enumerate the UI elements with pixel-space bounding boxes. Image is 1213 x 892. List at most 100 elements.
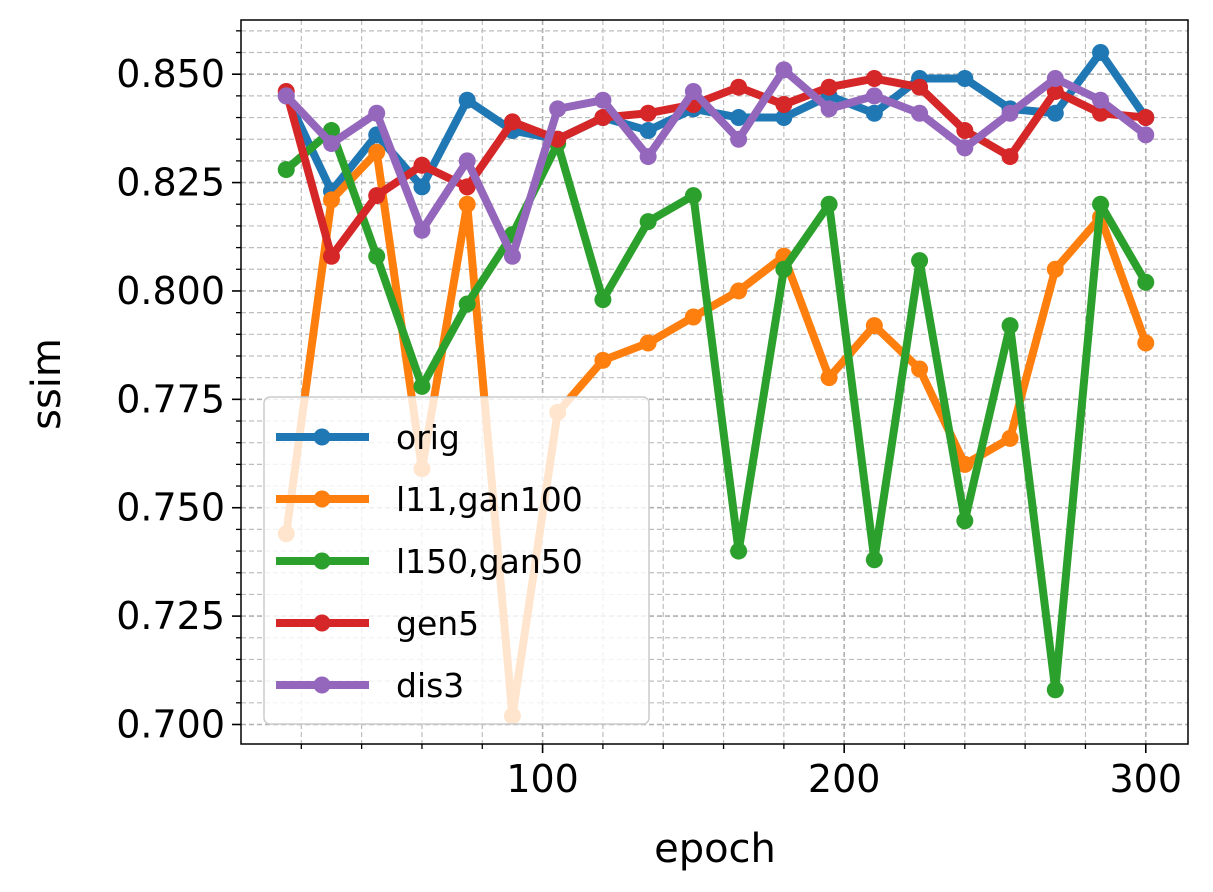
data-point	[368, 143, 386, 161]
legend: orig l11,gan100 l150,gan50 gen5 dis3	[263, 396, 650, 725]
series-line	[282, 65, 1150, 261]
data-point	[322, 247, 340, 265]
data-point	[775, 260, 793, 278]
data-point	[865, 317, 883, 335]
data-point	[956, 70, 974, 88]
data-point	[413, 221, 431, 239]
data-point	[956, 122, 974, 140]
data-point	[277, 87, 295, 105]
data-point	[956, 512, 974, 530]
data-point	[911, 360, 929, 378]
data-point	[911, 104, 929, 122]
data-point	[1046, 681, 1064, 699]
data-point	[1137, 334, 1155, 352]
data-point	[639, 122, 657, 140]
data-point	[1137, 273, 1155, 291]
data-point	[775, 96, 793, 114]
data-point	[684, 83, 702, 101]
series-l150-gan50	[277, 122, 1155, 699]
data-point	[322, 135, 340, 153]
series-line	[282, 126, 1150, 694]
data-point	[639, 213, 657, 231]
legend-swatch-marker	[313, 428, 331, 446]
data-point	[413, 156, 431, 174]
data-point	[1046, 260, 1064, 278]
data-point	[1001, 104, 1019, 122]
y-axis-label: ssim	[24, 338, 70, 430]
data-point	[594, 351, 612, 369]
data-point	[503, 247, 521, 265]
x-axis-label: epoch	[654, 826, 776, 872]
data-point	[594, 91, 612, 109]
data-point	[865, 70, 883, 88]
x-tick-label: 100	[506, 757, 579, 801]
legend-label: l11,gan100	[396, 480, 583, 519]
legend-swatch-marker	[313, 552, 331, 570]
data-point	[277, 161, 295, 179]
data-point	[1092, 195, 1110, 213]
legend-label: dis3	[396, 666, 464, 705]
series-gen5	[277, 70, 1155, 265]
legend-entry: gen5	[276, 604, 479, 643]
legend-entry: orig	[276, 418, 460, 457]
legend-swatch-marker	[313, 676, 331, 694]
data-point	[368, 187, 386, 205]
y-tick-label: 0.750	[116, 486, 225, 530]
data-point	[413, 178, 431, 196]
data-point	[1001, 429, 1019, 447]
data-point	[639, 104, 657, 122]
plot-frame	[240, 19, 1189, 745]
x-tick-label: 200	[808, 757, 881, 801]
legend-entry: l150,gan50	[276, 542, 583, 581]
data-point	[639, 148, 657, 166]
data-point	[458, 91, 476, 109]
data-point	[730, 130, 748, 148]
data-point	[956, 139, 974, 157]
data-point	[1092, 44, 1110, 62]
data-point	[820, 195, 838, 213]
y-tick-label: 0.800	[116, 269, 225, 313]
data-point	[684, 187, 702, 205]
data-point	[1001, 317, 1019, 335]
axis-ticks: 100 200 300 0.700 0.725 0.750 0.775 0.800 0.825 0…	[116, 30, 1183, 801]
data-point	[820, 369, 838, 387]
data-point	[911, 78, 929, 96]
x-tick-label: 300	[1110, 757, 1183, 801]
data-point	[820, 78, 838, 96]
data-point	[684, 308, 702, 326]
data-point	[730, 282, 748, 300]
data-point	[820, 100, 838, 118]
legend-label: gen5	[396, 604, 479, 643]
legend-label: orig	[396, 418, 460, 457]
data-point	[1092, 91, 1110, 109]
data-point	[1046, 83, 1064, 101]
data-point	[639, 334, 657, 352]
data-point	[322, 191, 340, 209]
y-tick-label: 0.850	[116, 52, 225, 96]
y-tick-label: 0.775	[116, 377, 225, 421]
data-point	[1046, 70, 1064, 88]
data-point	[730, 109, 748, 127]
data-point	[730, 542, 748, 560]
data-point	[458, 178, 476, 196]
data-point	[413, 377, 431, 395]
y-tick-label: 0.825	[116, 161, 225, 205]
data-point	[911, 252, 929, 270]
data-point	[730, 78, 748, 96]
data-point	[865, 104, 883, 122]
y-tick-label: 0.700	[116, 702, 225, 746]
data-point	[458, 195, 476, 213]
data-point	[594, 109, 612, 127]
data-point	[1137, 126, 1155, 144]
data-point	[458, 295, 476, 313]
data-point	[775, 61, 793, 79]
data-point	[549, 100, 567, 118]
data-point	[1046, 104, 1064, 122]
legend-label: l150,gan50	[396, 542, 583, 581]
data-point	[594, 291, 612, 309]
data-point	[368, 104, 386, 122]
data-point	[1001, 148, 1019, 166]
legend-swatch-marker	[313, 614, 331, 632]
data-point	[1137, 109, 1155, 127]
